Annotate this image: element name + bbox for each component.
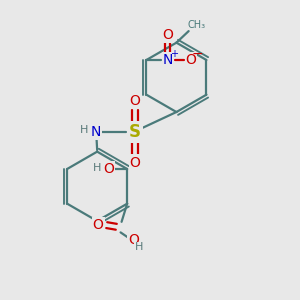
Text: O: O — [93, 218, 104, 232]
Text: O: O — [103, 162, 114, 176]
Text: N: N — [90, 125, 101, 139]
Text: O: O — [185, 53, 197, 67]
Text: −: − — [192, 47, 203, 61]
Text: O: O — [162, 28, 173, 42]
Text: O: O — [128, 233, 139, 247]
Text: N: N — [163, 53, 173, 67]
Text: H: H — [80, 125, 88, 135]
Text: S: S — [129, 123, 141, 141]
Text: +: + — [170, 49, 178, 59]
Text: H: H — [93, 163, 102, 173]
Text: O: O — [130, 155, 141, 170]
Text: H: H — [135, 242, 143, 252]
Text: O: O — [130, 94, 141, 108]
Text: CH₃: CH₃ — [187, 20, 205, 29]
